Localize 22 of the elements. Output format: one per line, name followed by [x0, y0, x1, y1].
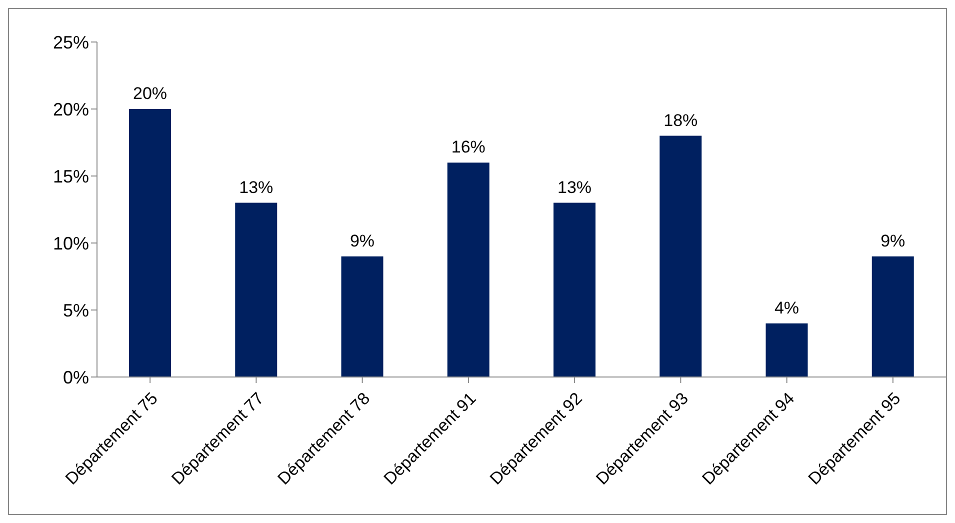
- bar: [235, 202, 278, 377]
- data-label: 20%: [132, 84, 168, 103]
- bar: [341, 256, 384, 377]
- bar: [660, 136, 702, 377]
- y-tick-label: 15%: [52, 166, 89, 186]
- bar: [554, 202, 596, 377]
- y-tick-label: 0%: [62, 367, 89, 388]
- data-label: 18%: [664, 110, 698, 130]
- y-tick-label: 25%: [52, 32, 89, 52]
- data-label: 13%: [239, 178, 274, 197]
- data-label: 16%: [451, 138, 486, 157]
- bar: [766, 323, 808, 377]
- y-tick-label: 10%: [52, 233, 89, 254]
- data-label: 4%: [774, 298, 800, 318]
- data-label: 9%: [350, 231, 375, 250]
- data-label: 9%: [880, 231, 906, 250]
- y-tick-label: 20%: [52, 99, 89, 120]
- y-tick-label: 5%: [62, 300, 89, 320]
- bar: [447, 162, 490, 377]
- bar: [129, 109, 171, 377]
- bar: [872, 256, 914, 377]
- data-label: 13%: [557, 178, 592, 197]
